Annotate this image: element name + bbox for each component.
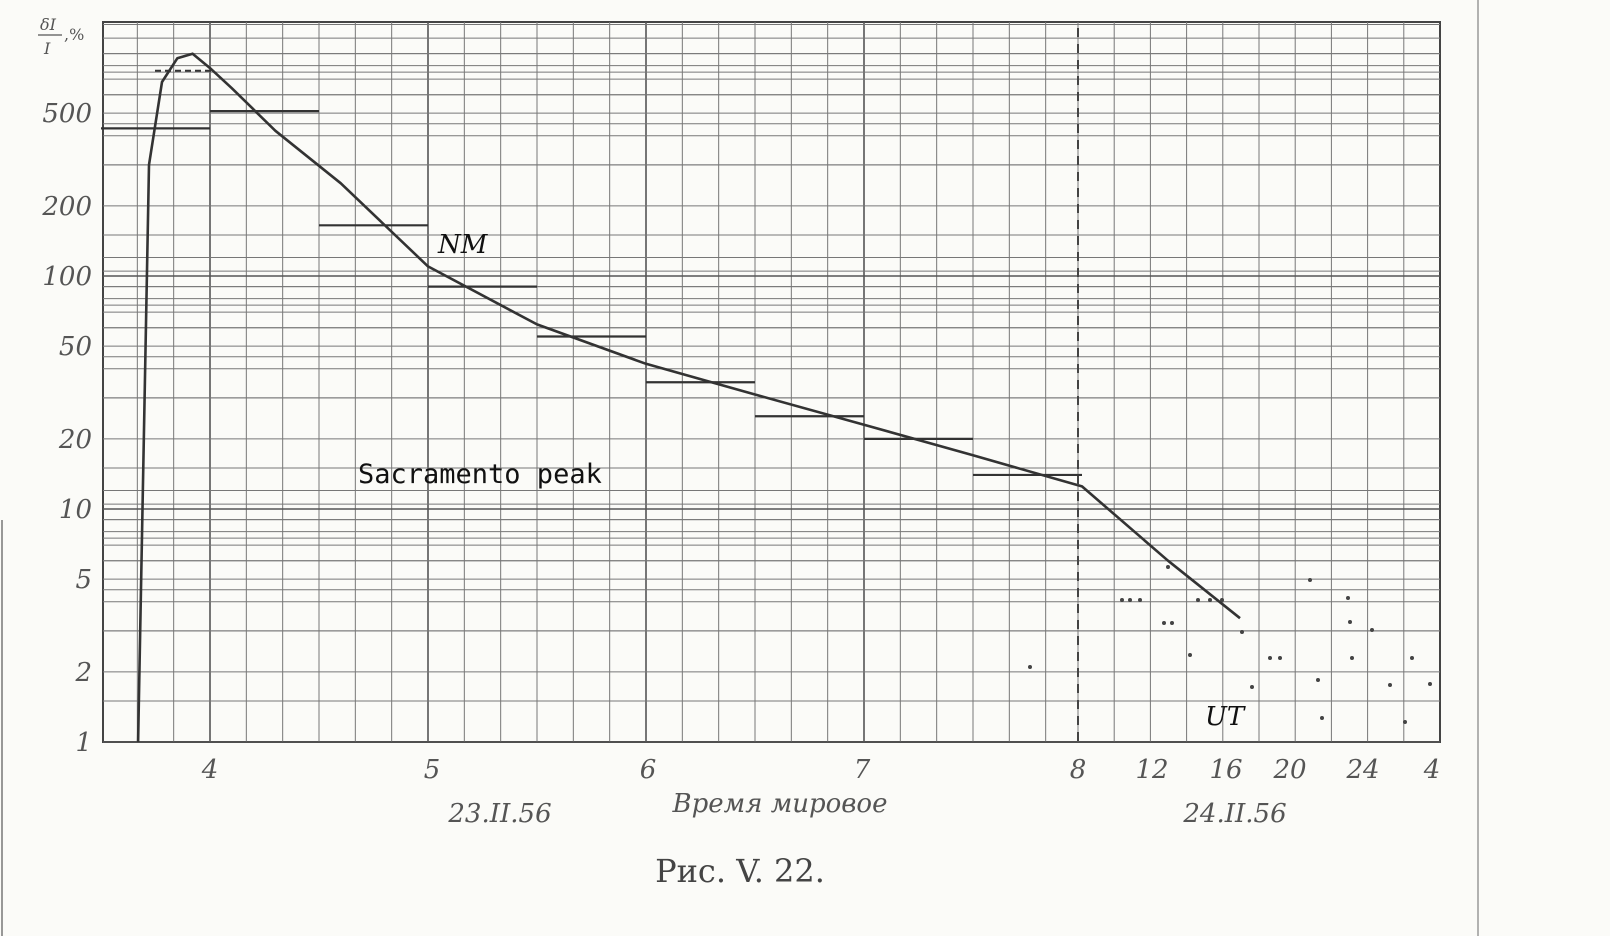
series-curve: [136, 52, 1241, 743]
scatter-dot: [1240, 630, 1244, 634]
detector-label: NM: [437, 230, 489, 260]
x-tick-labels: 4 5 6 7 8 12 16 20 24 4: [201, 755, 1441, 785]
scatter-dot: [1166, 565, 1170, 569]
x-tick-label: 24: [1345, 755, 1379, 785]
y-tick-label: 500: [42, 99, 92, 129]
scatter-dot: [1250, 685, 1254, 689]
scatter-dot: [1308, 578, 1312, 582]
x-tick-label: 7: [854, 755, 871, 785]
y-tick-label: 10: [59, 495, 92, 525]
scatter-dot: [1428, 682, 1432, 686]
scatter-dot: [1188, 653, 1192, 657]
x-tick-label: 12: [1135, 755, 1168, 785]
x-tick-label: 16: [1209, 755, 1242, 785]
svg-text:I: I: [43, 39, 51, 58]
plot-frame: [102, 21, 1441, 743]
x-tick-label: 8: [1070, 755, 1087, 785]
x-tick-label: 5: [424, 755, 441, 785]
scatter-dot: [1346, 596, 1350, 600]
date-label-1: 23.II.56: [447, 799, 551, 829]
scatter-dot: [1348, 620, 1352, 624]
scatter-dot: [1220, 598, 1224, 602]
y-axis-label: δI I ,%: [38, 15, 84, 58]
scatter-dot: [1278, 656, 1282, 660]
x-tick-label: 4: [1423, 755, 1441, 785]
y-tick-label: 20: [58, 425, 92, 455]
svg-text:δI: δI: [40, 15, 57, 34]
y-axis-unit: ,%: [64, 25, 84, 44]
scatter-dots: [1028, 565, 1432, 724]
y-tick-label: 2: [74, 658, 92, 688]
scatter-dot: [1403, 720, 1407, 724]
scatter-dot: [1316, 678, 1320, 682]
figure-caption: Рис. V. 22.: [655, 852, 825, 890]
y-tick-label: 50: [59, 332, 92, 362]
scatter-dot: [1268, 656, 1272, 660]
step-segments: [101, 69, 1082, 477]
scatter-dot: [1196, 598, 1200, 602]
grid: [103, 22, 1440, 743]
x-tick-label: 4: [201, 755, 219, 785]
scatter-dot: [1170, 621, 1174, 625]
scatter-dot: [1128, 598, 1132, 602]
y-tick-label: 1: [75, 728, 92, 758]
y-tick-labels: 1 2 5 10 20 50 100 200 500: [41, 99, 92, 758]
y-tick-label: 5: [75, 565, 92, 595]
scatter-dot: [1138, 598, 1142, 602]
scatter-dot: [1162, 621, 1166, 625]
x-axis-title: Время мировое: [672, 789, 888, 819]
time-unit-label: UT: [1205, 702, 1246, 732]
x-tick-label: 6: [640, 755, 657, 785]
scatter-dot: [1320, 716, 1324, 720]
scatter-dot: [1388, 683, 1392, 687]
date-label-2: 24.II.56: [1182, 799, 1286, 829]
scatter-dot: [1350, 656, 1354, 660]
y-tick-label: 100: [42, 262, 92, 292]
nm-series-line: [136, 52, 1241, 743]
y-tick-label: 200: [41, 192, 92, 222]
scatter-dot: [1410, 656, 1414, 660]
scatter-dot: [1370, 628, 1374, 632]
x-tick-label: 20: [1272, 755, 1306, 785]
scatter-dot: [1120, 598, 1124, 602]
scatter-dot: [1028, 665, 1032, 669]
scatter-dot: [1208, 598, 1212, 602]
station-label: Sacramento peak: [358, 459, 602, 490]
